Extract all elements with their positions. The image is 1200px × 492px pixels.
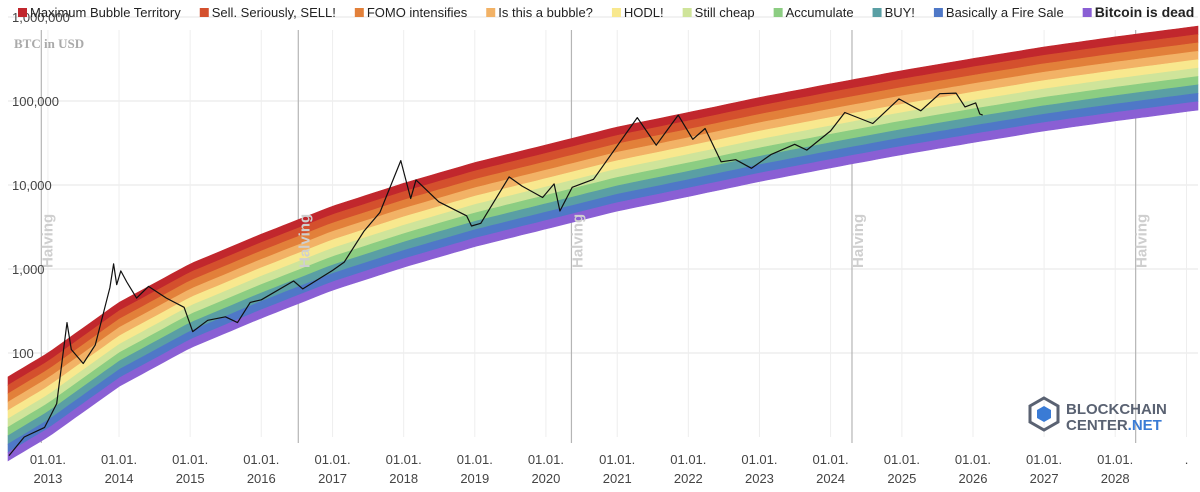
x-tick-label: 01.01. — [599, 452, 635, 467]
legend-swatch — [199, 8, 209, 17]
x-tick-label: 01.01. — [955, 452, 991, 467]
x-tick-year: 2013 — [33, 471, 62, 486]
legend-label: BUY! — [885, 5, 915, 20]
brand-line2-prefix: CENTER — [1066, 417, 1128, 434]
legend-swatch — [1082, 8, 1092, 17]
legend-swatch — [611, 8, 621, 17]
y-axis-label: BTC in USD — [14, 36, 84, 51]
legend-item[interactable]: Still cheap — [682, 5, 755, 20]
x-tick-year: 2024 — [816, 471, 845, 486]
halving-label: Halving — [296, 214, 313, 268]
legend-swatch — [682, 8, 692, 17]
band-9 — [7, 101, 1199, 462]
x-tick-label: 01.01. — [101, 452, 137, 467]
legend-item[interactable]: HODL! — [611, 5, 664, 20]
x-tick-label: . — [1185, 452, 1189, 467]
legend-label: Still cheap — [695, 5, 755, 20]
legend-label: Basically a Fire Sale — [946, 5, 1064, 20]
legend-label: HODL! — [624, 5, 664, 20]
legend-label: Is this a bubble? — [498, 5, 593, 20]
legend-swatch — [872, 8, 882, 17]
y-tick-label: 100,000 — [12, 94, 59, 109]
x-tick-year: 2025 — [887, 471, 916, 486]
legend-label: Bitcoin is dead — [1095, 4, 1195, 20]
x-tick-year: 2017 — [318, 471, 347, 486]
halving-label: Halving — [1134, 214, 1151, 268]
legend-label: Maximum Bubble Territory — [30, 5, 181, 20]
legend-item[interactable]: FOMO intensifies — [354, 5, 468, 20]
x-tick-year: 2015 — [176, 471, 205, 486]
price-layer — [8, 92, 983, 456]
x-tick-year: 2014 — [105, 471, 134, 486]
y-tick-label: 1,000 — [12, 262, 45, 277]
x-tick-year: 2028 — [1101, 471, 1130, 486]
rainbow-bands — [7, 25, 1199, 462]
x-tick-year: 2019 — [460, 471, 489, 486]
legend-item[interactable]: Maximum Bubble Territory — [18, 5, 181, 20]
halving-label: Halving — [850, 214, 867, 268]
x-tick-year: 2022 — [674, 471, 703, 486]
legend-swatch — [486, 8, 496, 17]
x-axis-ticks: 01.01. 2013 01.01. 2014 01.01. 2015 01.01. 2016… — [30, 452, 1188, 486]
x-tick-label: 01.01. — [670, 452, 706, 467]
x-tick-label: 01.01. — [457, 452, 493, 467]
legend-swatch — [933, 8, 943, 17]
halving-label: Halving — [39, 214, 56, 268]
legend-swatch — [18, 8, 27, 17]
legend-label: FOMO intensifies — [367, 5, 468, 20]
y-tick-label: 10,000 — [12, 178, 52, 193]
x-tick-label: 01.01. — [1097, 452, 1133, 467]
legend-item[interactable]: Accumulate — [773, 5, 854, 20]
price-line — [8, 92, 983, 456]
x-tick-year: 2026 — [959, 471, 988, 486]
legend: Maximum Bubble Territory Sell. Seriously,… — [18, 4, 1194, 20]
x-tick-year: 2027 — [1030, 471, 1059, 486]
x-tick-label: 01.01. — [1026, 452, 1062, 467]
brand-line2: CENTER.NET — [1066, 417, 1162, 434]
y-tick-label: 100 — [12, 346, 34, 361]
blockchain-cube-icon — [1028, 396, 1060, 432]
legend-item[interactable]: Sell. Seriously, SELL! — [199, 5, 336, 20]
legend-item[interactable]: Bitcoin is dead — [1082, 4, 1195, 20]
x-tick-label: 01.01. — [741, 452, 777, 467]
x-tick-label: 01.01. — [30, 452, 66, 467]
legend-label: Sell. Seriously, SELL! — [212, 5, 336, 20]
legend-label: Accumulate — [786, 5, 854, 20]
legend-swatch — [354, 8, 364, 17]
x-tick-label: 01.01. — [528, 452, 564, 467]
x-tick-label: 01.01. — [243, 452, 279, 467]
x-tick-label: 01.01. — [315, 452, 351, 467]
legend-item[interactable]: Basically a Fire Sale — [933, 5, 1064, 20]
brand-logo: BLOCKCHAIN CENTER.NET — [1028, 396, 1167, 434]
x-tick-label: 01.01. — [172, 452, 208, 467]
halving-label: Halving — [569, 214, 586, 268]
legend-swatch — [773, 8, 783, 17]
x-tick-year: 2023 — [745, 471, 774, 486]
x-tick-year: 2020 — [531, 471, 560, 486]
brand-line2-suffix: .NET — [1128, 417, 1162, 434]
x-tick-label: 01.01. — [884, 452, 920, 467]
x-tick-year: 2016 — [247, 471, 276, 486]
x-tick-year: 2018 — [389, 471, 418, 486]
brand-line1: BLOCKCHAIN — [1066, 401, 1167, 418]
halving-label-layer: Halving Halving Halving Halving Halving — [39, 214, 1150, 268]
x-tick-label: 01.01. — [386, 452, 422, 467]
x-tick-year: 2021 — [603, 471, 632, 486]
x-tick-label: 01.01. — [812, 452, 848, 467]
legend-item[interactable]: BUY! — [872, 5, 915, 20]
legend-item[interactable]: Is this a bubble? — [486, 5, 593, 20]
